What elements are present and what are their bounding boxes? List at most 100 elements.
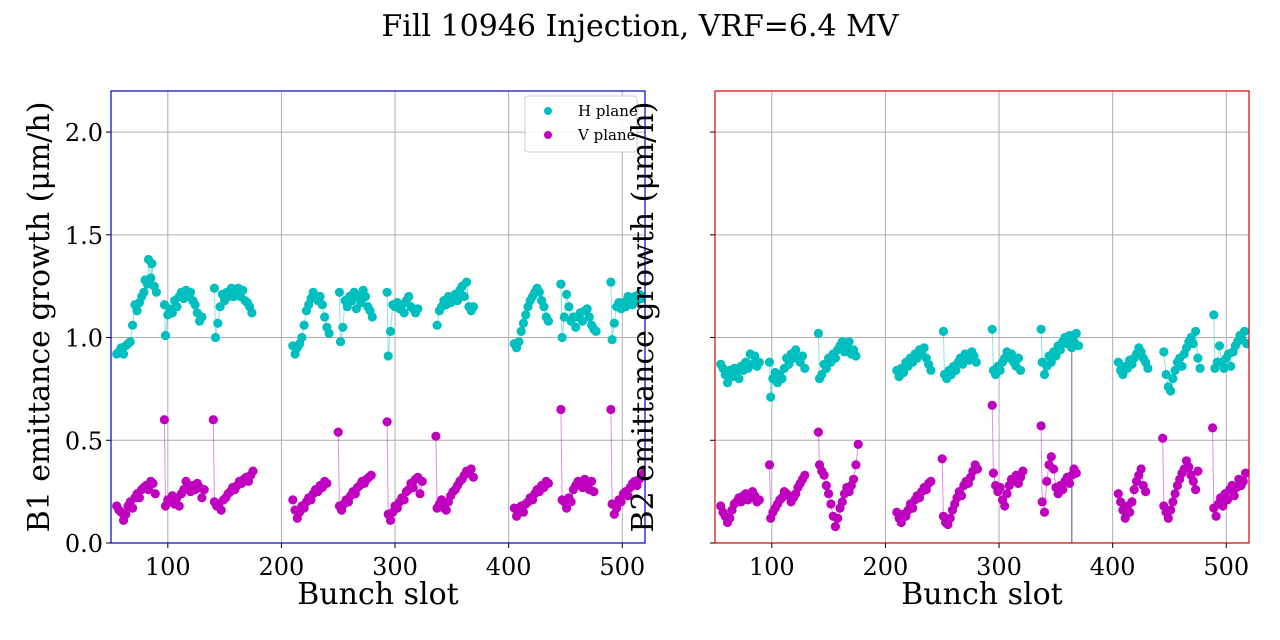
point-v-plane-b2 [1129,485,1139,495]
x-axis-label-b1: Bunch slot [297,577,458,612]
point-v-plane-b2 [1046,452,1056,462]
point-v-plane-b2 [764,460,775,470]
point-h-plane-b2 [926,365,936,375]
point-v-plane-b1 [623,491,633,501]
point-h-plane-b2 [1113,357,1123,367]
point-v-plane-b1 [415,489,425,499]
legend-marker-h-plane [544,107,552,115]
point-h-plane-b1 [556,279,566,289]
point-h-plane-b2 [1209,310,1219,320]
point-h-plane-b2 [1166,386,1176,396]
point-v-plane-b1 [197,493,207,503]
point-v-plane-b1 [174,501,184,511]
point-h-plane-b2 [951,365,961,375]
point-v-plane-b2 [1018,466,1028,476]
point-h-plane-b1 [383,351,393,361]
point-v-plane-b2 [1238,476,1248,486]
y-tick-label-b1: 0.0 [65,530,103,558]
point-v-plane-b1 [408,482,418,493]
y-tick-label-b1: 2.0 [65,119,103,147]
point-h-plane-b1 [160,330,171,341]
point-h-plane-b2 [1074,341,1084,351]
point-v-plane-b2 [853,439,863,449]
x-tick-label-b2: 100 [749,553,795,581]
point-v-plane-b2 [1170,489,1180,499]
y-axis-label-b2: B2 emittance growth (μm/h) [626,102,661,533]
point-h-plane-b1 [521,310,531,320]
x-tick-label-b2: 200 [863,553,909,581]
ticks-b1: 100 200 300 400 500 0.0 0.5 1.0 1.5 2.0 [65,119,645,581]
point-v-plane-b1 [606,404,616,415]
point-h-plane-b2 [813,328,824,338]
point-h-plane-b1 [559,312,569,322]
point-h-plane-b2 [1242,339,1249,349]
point-v-plane-b2 [821,480,831,491]
point-v-plane-b1 [466,464,476,474]
point-v-plane-b1 [518,507,529,517]
point-h-plane-b1 [190,300,200,310]
point-h-plane-b1 [172,302,182,312]
point-h-plane-b1 [297,332,307,343]
figure-title: Fill 10946 Injection, VRF=6.4 MV [381,9,899,44]
axes-frame-b2 [714,90,1250,544]
point-v-plane-b2 [1222,495,1232,505]
point-h-plane-b2 [1071,328,1081,338]
point-h-plane-b2 [800,363,810,373]
legend-box [524,95,638,153]
x-tick-label-b1: 200 [259,553,305,581]
point-h-plane-b1 [468,302,478,312]
point-v-plane-b2 [754,495,764,505]
x-tick-label-b1: 500 [599,553,645,581]
point-h-plane-b2 [987,324,997,334]
panel-b1: 100 200 300 400 500 0.0 0.5 1.0 1.5 2.0 Bunch slo… [22,90,646,612]
point-h-plane-b2 [1006,349,1017,359]
point-h-plane-b1 [606,277,616,287]
point-h-plane-b1 [335,337,346,347]
ticks-b2: 100 200 300 400 500 [710,131,1249,581]
point-v-plane-b2 [824,489,834,499]
point-v-plane-b2 [1193,466,1203,476]
point-v-plane-b1 [208,415,218,425]
point-h-plane-b1 [382,287,392,297]
point-h-plane-b1 [338,322,348,332]
point-v-plane-b2 [1211,511,1221,521]
point-h-plane-b1 [151,287,161,297]
point-h-plane-b2 [938,326,949,336]
point-h-plane-b2 [1143,363,1153,373]
legend-label-h-plane: H plane [578,102,638,120]
point-h-plane-b2 [1193,353,1203,363]
legend-label-v-plane: V plane [577,126,636,144]
point-v-plane-b2 [1188,476,1198,486]
point-h-plane-b1 [562,289,572,299]
point-h-plane-b2 [1170,365,1180,375]
point-h-plane-b2 [1013,353,1024,363]
point-v-plane-b2 [1064,478,1075,488]
point-h-plane-b1 [197,312,207,322]
point-v-plane-b1 [431,431,441,441]
grid-b1 [111,91,645,543]
point-v-plane-b2 [1037,497,1047,507]
point-h-plane-b2 [1159,347,1169,357]
point-h-plane-b1 [584,312,594,322]
point-h-plane-b1 [514,337,524,347]
point-v-plane-b2 [995,482,1005,493]
point-v-plane-b2 [1163,513,1173,523]
point-v-plane-b1 [159,415,169,425]
point-h-plane-b1 [534,287,544,297]
point-v-plane-b2 [813,427,824,437]
point-h-plane-b1 [413,304,423,314]
point-h-plane-b1 [452,296,463,306]
point-v-plane-b2 [833,513,843,523]
point-v-plane-b1 [121,509,131,519]
point-h-plane-b2 [1039,369,1050,380]
point-v-plane-b2 [1116,497,1126,507]
point-h-plane-b1 [557,332,567,343]
point-h-plane-b2 [764,357,775,367]
point-h-plane-b1 [543,316,554,326]
point-h-plane-b1 [404,291,414,302]
point-h-plane-b1 [539,302,549,312]
point-v-plane-b2 [1166,505,1176,515]
point-v-plane-b2 [1036,421,1046,431]
point-v-plane-b1 [399,495,409,505]
